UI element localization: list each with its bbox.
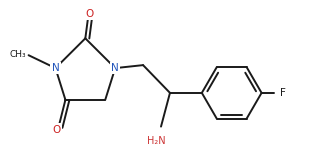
Text: F: F bbox=[281, 88, 286, 98]
Text: O: O bbox=[85, 9, 93, 19]
Text: O: O bbox=[52, 124, 61, 135]
Text: N: N bbox=[52, 63, 59, 73]
Text: N: N bbox=[111, 63, 119, 73]
Text: CH₃: CH₃ bbox=[10, 50, 27, 59]
Text: H₂N: H₂N bbox=[147, 136, 165, 146]
